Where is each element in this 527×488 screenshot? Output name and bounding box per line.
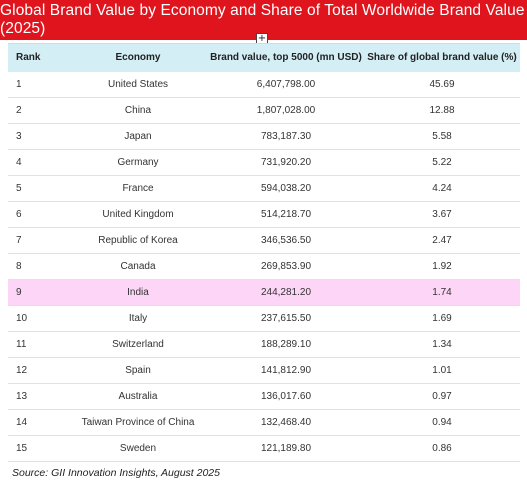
- cell-share: 1.92: [364, 253, 520, 280]
- cell-rank: 14: [8, 409, 68, 436]
- table-row: 4 Germany 731,920.20 5.22: [8, 149, 520, 176]
- brand-value-table: Rank Economy Brand value, top 5000 (mn U…: [8, 43, 520, 462]
- column-header-rank: Rank: [8, 43, 68, 72]
- cell-share: 12.88: [364, 97, 520, 124]
- cell-share: 4.24: [364, 175, 520, 202]
- cell-share: 1.34: [364, 331, 520, 358]
- table-row: 7 Republic of Korea 346,536.50 2.47: [8, 227, 520, 254]
- cell-rank: 12: [8, 357, 68, 384]
- cell-rank: 11: [8, 331, 68, 358]
- cell-brand-value: 346,536.50: [208, 227, 364, 254]
- cell-economy: Germany: [68, 149, 208, 176]
- brand-value-table-container: Rank Economy Brand value, top 5000 (mn U…: [8, 43, 520, 462]
- cell-rank: 9: [8, 279, 68, 306]
- table-row: 11 Switzerland 188,289.10 1.34: [8, 331, 520, 358]
- cell-brand-value: 136,017.60: [208, 383, 364, 410]
- cell-brand-value: 269,853.90: [208, 253, 364, 280]
- table-row: 10 Italy 237,615.50 1.69: [8, 305, 520, 332]
- cell-rank: 8: [8, 253, 68, 280]
- table-row: 8 Canada 269,853.90 1.92: [8, 253, 520, 280]
- table-row: 6 United Kingdom 514,218.70 3.67: [8, 201, 520, 228]
- column-header-share: Share of global brand value (%): [364, 43, 520, 72]
- cell-share: 5.58: [364, 123, 520, 150]
- cell-economy: Italy: [68, 305, 208, 332]
- cell-economy: India: [68, 279, 208, 306]
- cell-economy: United Kingdom: [68, 201, 208, 228]
- cell-share: 1.01: [364, 357, 520, 384]
- cell-economy: United States: [68, 71, 208, 98]
- cell-brand-value: 237,615.50: [208, 305, 364, 332]
- table-row: 14 Taiwan Province of China 132,468.40 0.94: [8, 409, 520, 436]
- cell-share: 45.69: [364, 71, 520, 98]
- cell-brand-value: 514,218.70: [208, 201, 364, 228]
- cell-rank: 13: [8, 383, 68, 410]
- cell-share: 2.47: [364, 227, 520, 254]
- cell-economy: Taiwan Province of China: [68, 409, 208, 436]
- cell-economy: Canada: [68, 253, 208, 280]
- cell-share: 1.74: [364, 279, 520, 306]
- cell-economy: Republic of Korea: [68, 227, 208, 254]
- cell-brand-value: 594,038.20: [208, 175, 364, 202]
- table-row: 1 United States 6,407,798.00 45.69: [8, 71, 520, 98]
- cell-brand-value: 731,920.20: [208, 149, 364, 176]
- cell-share: 0.86: [364, 435, 520, 462]
- cell-rank: 6: [8, 201, 68, 228]
- cell-rank: 5: [8, 175, 68, 202]
- cell-rank: 10: [8, 305, 68, 332]
- table-body: 1 United States 6,407,798.00 45.69 2 China 1,8…: [8, 71, 520, 462]
- table-row: 15 Sweden 121,189.80 0.86: [8, 435, 520, 462]
- cell-share: 0.97: [364, 383, 520, 410]
- column-header-economy: Economy: [68, 43, 208, 72]
- cell-share: 0.94: [364, 409, 520, 436]
- cell-rank: 1: [8, 71, 68, 98]
- cell-rank: 7: [8, 227, 68, 254]
- cell-economy: Switzerland: [68, 331, 208, 358]
- cell-economy: Spain: [68, 357, 208, 384]
- cell-economy: Australia: [68, 383, 208, 410]
- cell-share: 1.69: [364, 305, 520, 332]
- cell-rank: 2: [8, 97, 68, 124]
- cell-brand-value: 783,187.30: [208, 123, 364, 150]
- cell-rank: 15: [8, 435, 68, 462]
- table-header-row: Rank Economy Brand value, top 5000 (mn U…: [8, 43, 520, 72]
- table-row: 5 France 594,038.20 4.24: [8, 175, 520, 202]
- cell-brand-value: 1,807,028.00: [208, 97, 364, 124]
- cell-brand-value: 6,407,798.00: [208, 71, 364, 98]
- table-row: 9 India 244,281.20 1.74: [8, 279, 520, 306]
- cell-economy: China: [68, 97, 208, 124]
- cell-share: 5.22: [364, 149, 520, 176]
- cell-share: 3.67: [364, 201, 520, 228]
- source-note: Source: GII Innovation Insights, August …: [12, 467, 220, 479]
- cell-economy: Japan: [68, 123, 208, 150]
- table-row: 13 Australia 136,017.60 0.97: [8, 383, 520, 410]
- cell-brand-value: 121,189.80: [208, 435, 364, 462]
- cell-brand-value: 132,468.40: [208, 409, 364, 436]
- column-header-brand-value: Brand value, top 5000 (mn USD): [208, 43, 364, 72]
- cell-economy: France: [68, 175, 208, 202]
- cell-rank: 4: [8, 149, 68, 176]
- cell-brand-value: 244,281.20: [208, 279, 364, 306]
- cell-rank: 3: [8, 123, 68, 150]
- table-row: 3 Japan 783,187.30 5.58: [8, 123, 520, 150]
- cell-economy: Sweden: [68, 435, 208, 462]
- cell-brand-value: 141,812.90: [208, 357, 364, 384]
- table-row: 2 China 1,807,028.00 12.88: [8, 97, 520, 124]
- cell-brand-value: 188,289.10: [208, 331, 364, 358]
- table-row: 12 Spain 141,812.90 1.01: [8, 357, 520, 384]
